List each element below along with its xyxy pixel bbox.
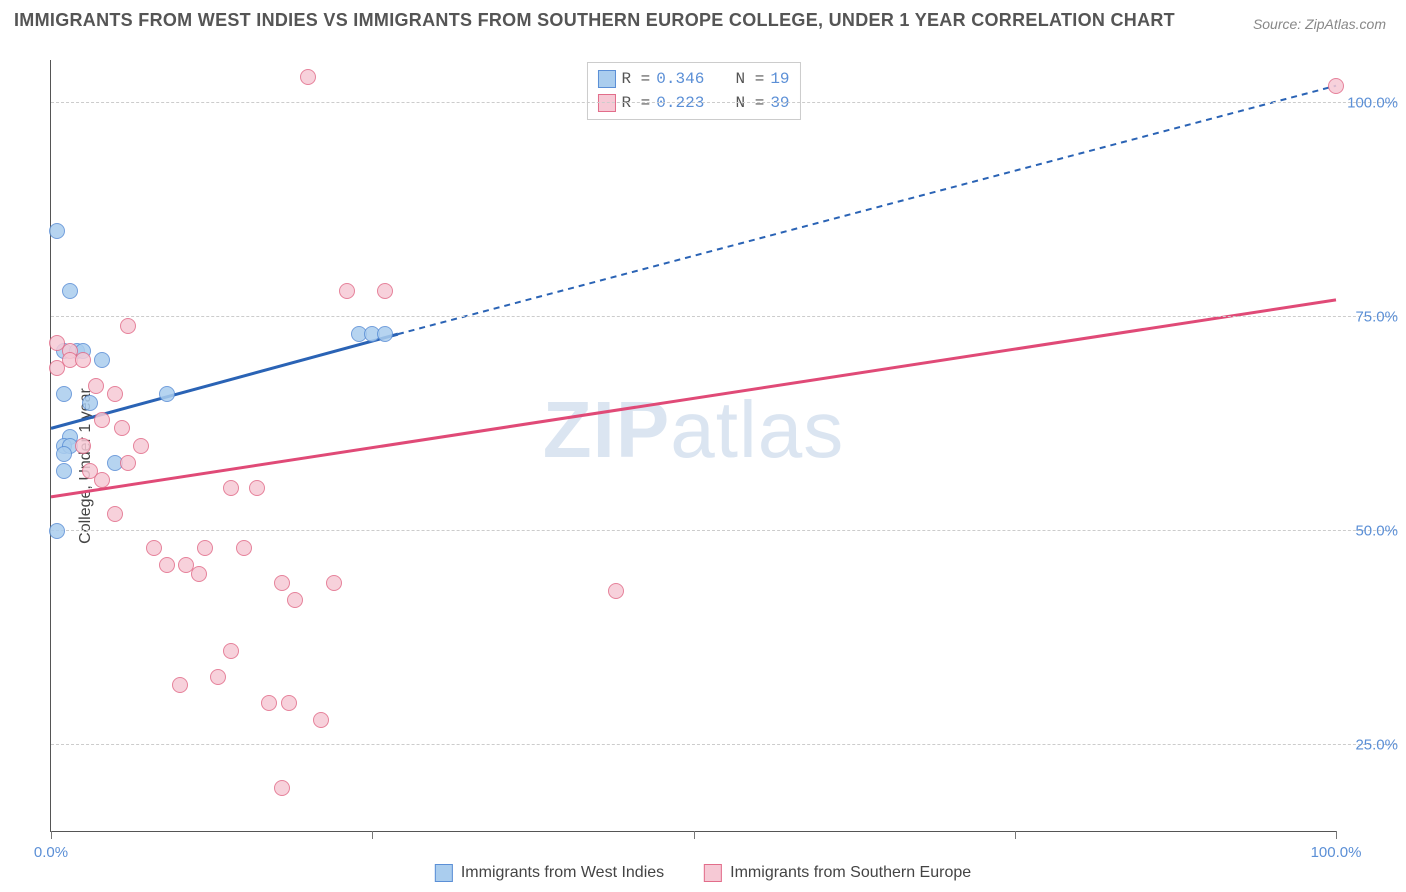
x-tick — [1336, 831, 1337, 839]
scatter-point — [49, 223, 65, 239]
scatter-point — [159, 386, 175, 402]
legend-item: Immigrants from West Indies — [435, 864, 664, 882]
scatter-point — [339, 283, 355, 299]
scatter-point — [274, 575, 290, 591]
stat-n-value: 39 — [770, 91, 789, 115]
scatter-point — [75, 438, 91, 454]
scatter-point — [1328, 78, 1344, 94]
legend-swatch — [597, 94, 615, 112]
chart-container: College, Under 1 year ZIPatlas R = 0.346… — [0, 40, 1406, 892]
plot-area: ZIPatlas R = 0.346 N = 19R = 0.223 N = 3… — [50, 60, 1336, 832]
scatter-point — [107, 386, 123, 402]
scatter-point — [223, 643, 239, 659]
scatter-point — [94, 412, 110, 428]
legend-label: Immigrants from West Indies — [461, 864, 664, 882]
scatter-point — [49, 360, 65, 376]
bottom-legend: Immigrants from West Indies Immigrants fr… — [435, 864, 971, 882]
stat-r-value: 0.346 — [656, 67, 704, 91]
scatter-point — [281, 695, 297, 711]
scatter-point — [133, 438, 149, 454]
source-text: Source: ZipAtlas.com — [1253, 16, 1386, 32]
scatter-point — [223, 480, 239, 496]
x-tick-label: 0.0% — [34, 844, 68, 861]
x-tick-label: 100.0% — [1311, 844, 1362, 861]
scatter-point — [261, 695, 277, 711]
gridline — [51, 316, 1396, 317]
legend-stat-row: R = 0.346 N = 19 — [597, 67, 789, 91]
legend-swatch — [704, 864, 722, 882]
watermark-bold: ZIP — [543, 385, 670, 474]
watermark: ZIPatlas — [543, 384, 844, 476]
scatter-point — [326, 575, 342, 591]
scatter-point — [56, 463, 72, 479]
scatter-point — [94, 352, 110, 368]
scatter-point — [274, 780, 290, 796]
scatter-point — [159, 557, 175, 573]
scatter-point — [120, 318, 136, 334]
scatter-point — [236, 540, 252, 556]
scatter-point — [94, 472, 110, 488]
stat-key: R = — [621, 91, 650, 115]
legend-stat-row: R = 0.223 N = 39 — [597, 91, 789, 115]
scatter-point — [49, 523, 65, 539]
scatter-point — [172, 677, 188, 693]
scatter-point — [249, 480, 265, 496]
stat-n-value: 19 — [770, 67, 789, 91]
y-tick-label: 75.0% — [1355, 309, 1398, 326]
scatter-point — [82, 395, 98, 411]
y-tick-label: 50.0% — [1355, 523, 1398, 540]
scatter-point — [197, 540, 213, 556]
x-tick — [51, 831, 52, 839]
scatter-point — [377, 283, 393, 299]
legend-stats-box: R = 0.346 N = 19R = 0.223 N = 39 — [586, 62, 800, 120]
scatter-point — [107, 506, 123, 522]
scatter-point — [300, 69, 316, 85]
scatter-point — [56, 446, 72, 462]
stat-key: R = — [621, 67, 650, 91]
watermark-light: atlas — [670, 385, 844, 474]
gridline — [51, 530, 1396, 531]
trendlines-svg — [51, 60, 1336, 831]
chart-title: IMMIGRANTS FROM WEST INDIES VS IMMIGRANT… — [14, 10, 1175, 31]
scatter-point — [377, 326, 393, 342]
legend-item: Immigrants from Southern Europe — [704, 864, 971, 882]
stat-key: N = — [736, 91, 765, 115]
stat-key: N = — [736, 67, 765, 91]
gridline — [51, 744, 1396, 745]
x-tick — [694, 831, 695, 839]
y-tick-label: 25.0% — [1355, 737, 1398, 754]
scatter-point — [62, 283, 78, 299]
scatter-point — [191, 566, 207, 582]
trend-line — [398, 86, 1336, 334]
legend-label: Immigrants from Southern Europe — [730, 864, 971, 882]
scatter-point — [608, 583, 624, 599]
scatter-point — [313, 712, 329, 728]
scatter-point — [287, 592, 303, 608]
trend-line — [51, 300, 1336, 497]
scatter-point — [56, 386, 72, 402]
scatter-point — [210, 669, 226, 685]
scatter-point — [75, 352, 91, 368]
legend-swatch — [435, 864, 453, 882]
x-tick — [1015, 831, 1016, 839]
scatter-point — [88, 378, 104, 394]
scatter-point — [114, 420, 130, 436]
legend-swatch — [597, 70, 615, 88]
scatter-point — [146, 540, 162, 556]
stat-r-value: 0.223 — [656, 91, 704, 115]
gridline — [51, 102, 1396, 103]
y-tick-label: 100.0% — [1347, 94, 1398, 111]
x-tick — [372, 831, 373, 839]
scatter-point — [120, 455, 136, 471]
